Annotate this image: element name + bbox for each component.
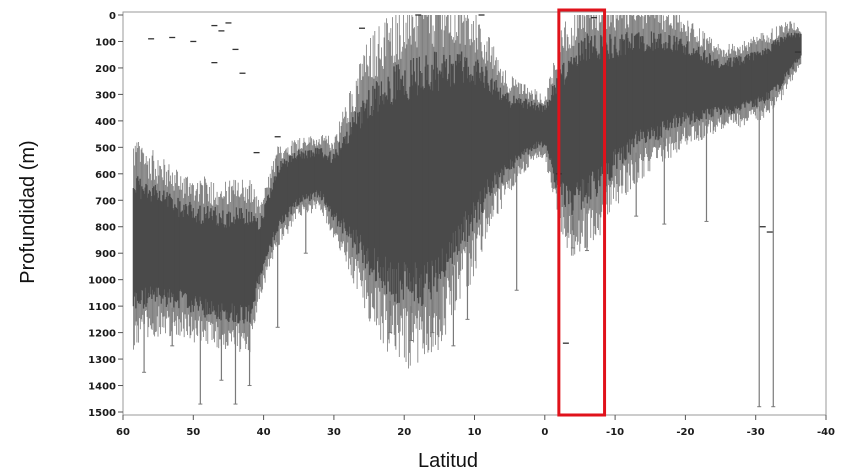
x-tick-label: -30 bbox=[747, 427, 765, 438]
x-tick-label: 30 bbox=[327, 427, 341, 438]
highlight-box bbox=[557, 8, 607, 417]
x-tick-label: -40 bbox=[817, 427, 835, 438]
x-axis-ticks: 60 50 40 30 20 10 0 -10 -20 -30 -40 bbox=[116, 415, 835, 438]
x-tick-label: -20 bbox=[676, 427, 694, 438]
y-tick-label: 700 bbox=[95, 196, 116, 207]
x-tick-label: 60 bbox=[116, 427, 130, 438]
x-tick-label: -10 bbox=[606, 427, 624, 438]
y-tick-label: 1100 bbox=[88, 302, 116, 313]
y-tick-label: 1300 bbox=[88, 355, 116, 366]
y-tick-label: 400 bbox=[95, 117, 116, 128]
x-tick-label: 40 bbox=[257, 427, 271, 438]
x-tick-label: 0 bbox=[541, 427, 548, 438]
x-axis-title: Latitud bbox=[418, 450, 478, 472]
y-tick-label: 800 bbox=[95, 223, 116, 234]
x-tick-label: 50 bbox=[186, 427, 200, 438]
plot-area bbox=[132, 14, 802, 408]
y-tick-label: 100 bbox=[95, 37, 116, 48]
y-tick-label: 1500 bbox=[88, 408, 116, 419]
y-tick-label: 1400 bbox=[88, 382, 116, 393]
y-tick-label: 300 bbox=[95, 90, 116, 101]
y-tick-label: 900 bbox=[95, 249, 116, 260]
y-tick-label: 200 bbox=[95, 64, 116, 75]
y-tick-label: 600 bbox=[95, 170, 116, 181]
y-tick-label: 500 bbox=[95, 143, 116, 154]
y-tick-label: 1200 bbox=[88, 329, 116, 340]
y-tick-label: 0 bbox=[109, 11, 116, 22]
y-axis-ticks: 0 100 200 300 400 500 600 700 800 900 1000 1100 1200… bbox=[88, 11, 123, 419]
x-tick-label: 20 bbox=[397, 427, 411, 438]
x-tick-label: 10 bbox=[468, 427, 482, 438]
y-axis-title: Profundidad (m) bbox=[17, 140, 39, 283]
y-tick-label: 1000 bbox=[88, 276, 116, 287]
